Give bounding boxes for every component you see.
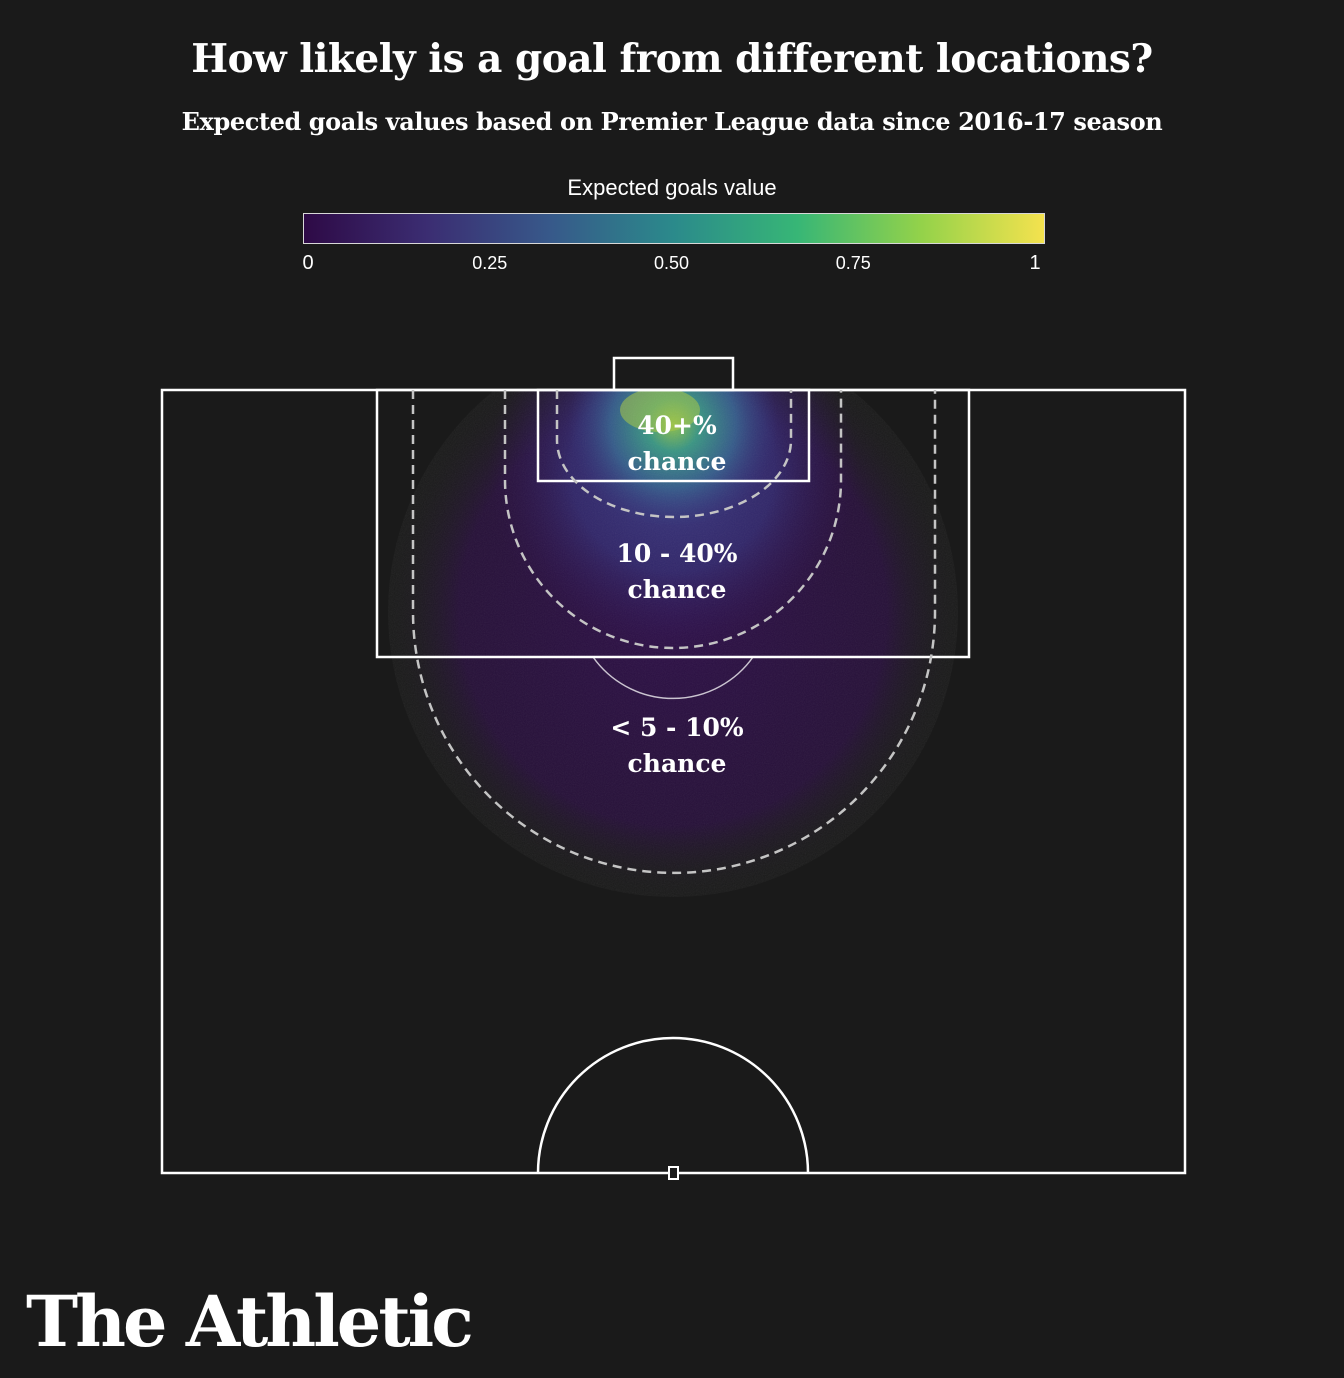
zone-outline-medium — [503, 390, 843, 650]
color-scale-tick-0: 0 — [302, 252, 314, 274]
zone-high-label-1: 40+% — [637, 411, 717, 440]
pitch-lines — [160, 356, 1187, 1180]
xg-heat-layer — [388, 390, 958, 897]
centre-circle — [536, 1036, 810, 1174]
chart-subtitle: Expected goals values based on Premier L… — [181, 107, 1163, 136]
zone-medium-label-1: 10 - 40% — [616, 539, 737, 568]
zone-medium-label-2: chance — [628, 575, 727, 604]
color-scale-tick-4: 1 — [1029, 252, 1041, 274]
legend-title: Expected goals value — [567, 175, 777, 200]
centre-spot — [668, 1166, 679, 1180]
penalty-arc — [592, 656, 754, 700]
color-scale-bar — [303, 213, 1045, 244]
xg-zone-outlines — [411, 390, 937, 875]
color-scale-tick-2: 0.50 — [653, 253, 690, 273]
zone-labels: 40+% chance 10 - 40% chance < 5 - 10% ch… — [610, 411, 744, 778]
zone-outline-high — [555, 390, 793, 519]
color-scale-tick-1: 0.25 — [472, 253, 508, 273]
color-scale-tick-3: 0.75 — [835, 253, 871, 273]
goal — [612, 356, 735, 392]
zone-low-label-2: chance — [628, 749, 727, 778]
chart-title: How likely is a goal from different loca… — [191, 36, 1153, 82]
zone-low-label-1: < 5 - 10% — [610, 713, 744, 742]
zone-outline-low — [411, 390, 937, 875]
zone-high-label-2: chance — [628, 447, 727, 476]
brand-logo: The Athletic — [26, 1280, 474, 1363]
